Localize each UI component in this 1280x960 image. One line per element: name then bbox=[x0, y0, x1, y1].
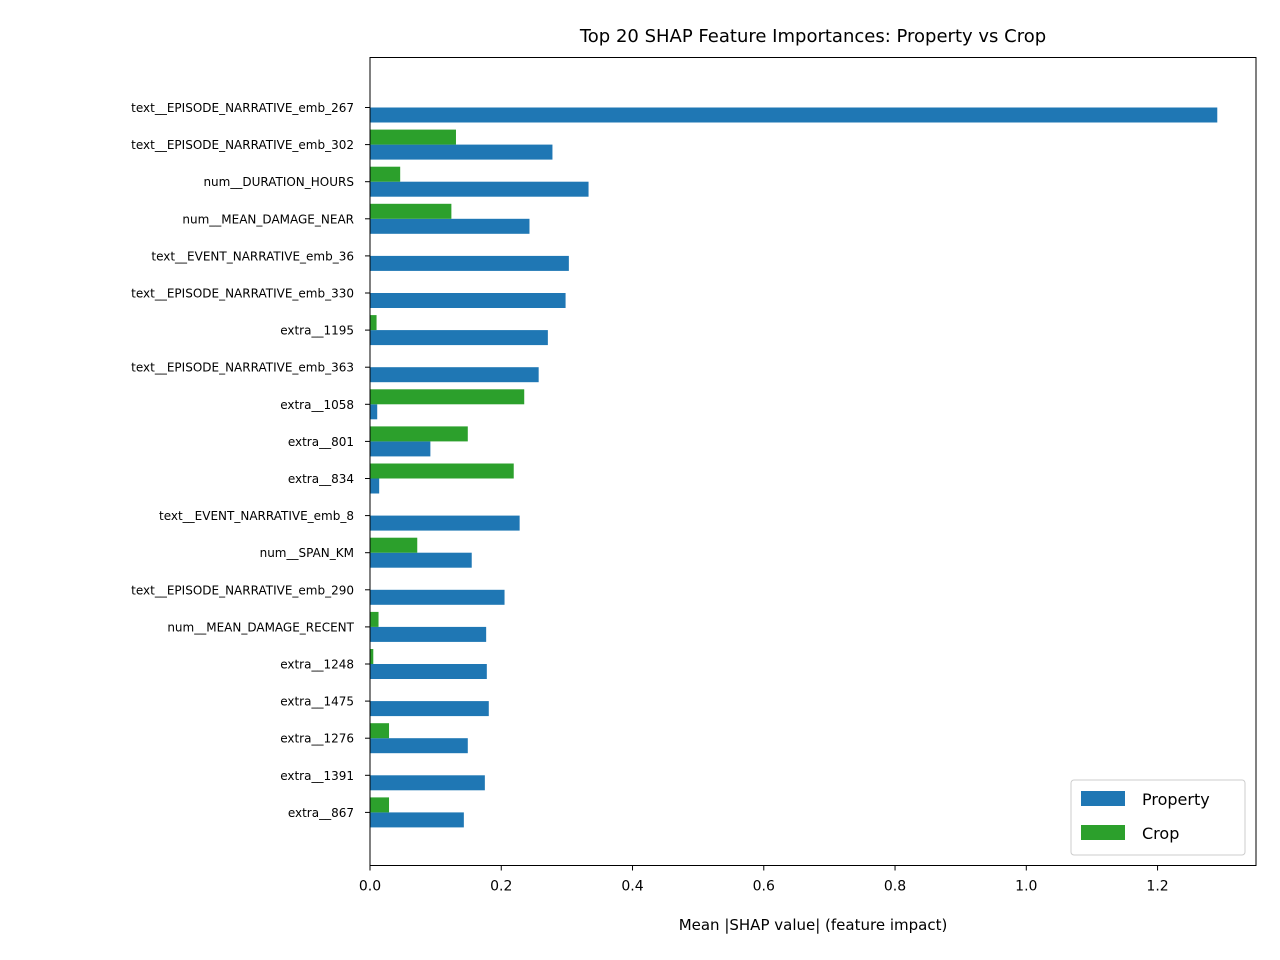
y-tick-label: extra__1058 bbox=[280, 398, 354, 412]
bar-crop bbox=[370, 537, 418, 553]
bar-property bbox=[370, 441, 431, 457]
bar-crop bbox=[370, 649, 374, 664]
bar-property bbox=[370, 293, 566, 308]
x-tick-label: 0.6 bbox=[753, 879, 775, 895]
bar-property bbox=[370, 478, 380, 494]
bar-property bbox=[370, 404, 378, 420]
bar-property bbox=[370, 330, 548, 346]
y-tick-label: extra__1475 bbox=[280, 695, 354, 709]
x-axis-title: Mean |SHAP value| (feature impact) bbox=[679, 916, 948, 934]
y-tick-label: num__MEAN_DAMAGE_NEAR bbox=[182, 212, 354, 226]
bar-crop bbox=[370, 723, 390, 739]
y-tick-label: text__EPISODE_NARRATIVE_emb_363 bbox=[131, 361, 354, 375]
bar-property bbox=[370, 218, 530, 234]
bar-crop bbox=[370, 797, 390, 813]
y-tick-label: text__EPISODE_NARRATIVE_emb_302 bbox=[131, 138, 354, 152]
y-tick-label: text__EPISODE_NARRATIVE_emb_267 bbox=[131, 101, 354, 115]
bar-property bbox=[370, 144, 553, 160]
y-tick-label: text__EVENT_NARRATIVE_emb_36 bbox=[151, 249, 354, 263]
bar-crop bbox=[370, 463, 514, 479]
bar-property bbox=[370, 738, 468, 754]
bar-property bbox=[370, 775, 485, 791]
bar-crop bbox=[370, 315, 377, 331]
bar-property bbox=[370, 181, 589, 197]
legend-label-crop: Crop bbox=[1142, 824, 1179, 843]
x-tick-label: 0.4 bbox=[621, 879, 643, 895]
bar-crop bbox=[370, 611, 379, 627]
y-tick-label: num__DURATION_HOURS bbox=[203, 175, 354, 189]
bar-crop bbox=[370, 203, 452, 219]
legend-swatch-crop bbox=[1081, 825, 1125, 840]
bar-property bbox=[370, 701, 489, 717]
bar-property bbox=[370, 812, 464, 828]
y-tick-label: extra__1195 bbox=[280, 324, 354, 338]
bar-property bbox=[370, 664, 487, 679]
y-tick-label: extra__1276 bbox=[280, 732, 354, 746]
y-tick-label: extra__1391 bbox=[280, 769, 354, 783]
bar-property bbox=[370, 367, 539, 383]
bar-property bbox=[370, 107, 1218, 123]
bar-property bbox=[370, 552, 472, 568]
bar-crop bbox=[370, 426, 468, 442]
y-tick-label: extra__834 bbox=[288, 472, 354, 486]
bar-crop bbox=[370, 129, 456, 145]
bar-property bbox=[370, 589, 505, 605]
x-tick-label: 1.0 bbox=[1015, 879, 1037, 895]
bar-property bbox=[370, 626, 487, 642]
x-tick-label: 0.2 bbox=[490, 879, 512, 895]
chart-title: Top 20 SHAP Feature Importances: Propert… bbox=[579, 26, 1046, 47]
x-tick-label: 0.8 bbox=[884, 879, 906, 895]
plot-frame bbox=[369, 57, 1257, 866]
y-tick-label: text__EPISODE_NARRATIVE_emb_330 bbox=[131, 287, 354, 301]
x-tick-label: 1.2 bbox=[1146, 879, 1168, 895]
y-tick-label: extra__801 bbox=[288, 435, 354, 449]
y-tick-label: num__SPAN_KM bbox=[260, 546, 354, 560]
legend-swatch-property bbox=[1081, 791, 1125, 806]
bar-crop bbox=[370, 166, 401, 182]
legend: Property Crop bbox=[1070, 779, 1246, 856]
legend-label-property: Property bbox=[1142, 790, 1210, 809]
x-tick-label: 0.0 bbox=[359, 879, 381, 895]
y-tick-label: text__EVENT_NARRATIVE_emb_8 bbox=[159, 509, 354, 523]
bar-crop bbox=[370, 389, 525, 405]
y-tick-label: extra__867 bbox=[288, 806, 354, 820]
bar-property bbox=[370, 255, 569, 271]
bar-property bbox=[370, 515, 520, 531]
y-tick-label: num__MEAN_DAMAGE_RECENT bbox=[167, 620, 354, 634]
y-tick-label: extra__1248 bbox=[280, 658, 354, 672]
y-tick-label: text__EPISODE_NARRATIVE_emb_290 bbox=[131, 583, 354, 597]
